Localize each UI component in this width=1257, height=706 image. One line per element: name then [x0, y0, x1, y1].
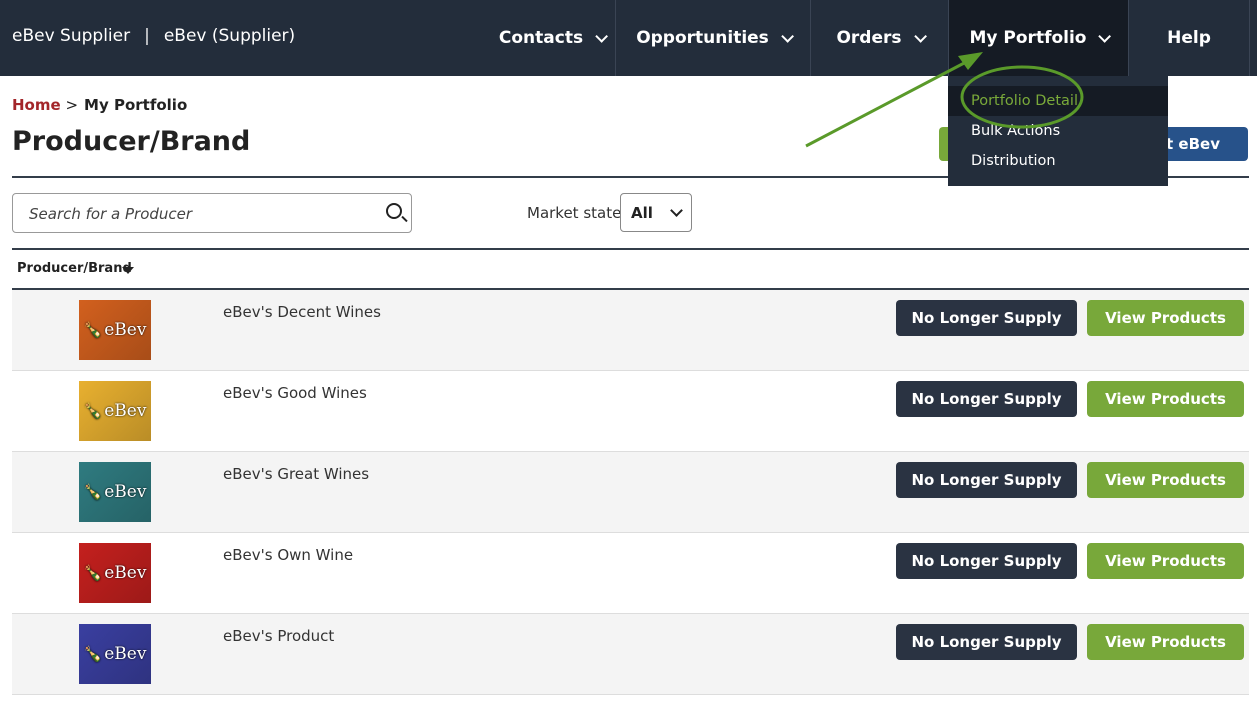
nav-my-portfolio[interactable]: My Portfolio	[948, 0, 1128, 76]
nav-help[interactable]: Help	[1128, 0, 1250, 76]
no-longer-supply-button[interactable]: No Longer Supply	[896, 543, 1077, 579]
breadcrumb-separator: >	[65, 96, 79, 114]
view-products-button[interactable]: View Products	[1087, 381, 1244, 417]
nav-opportunities[interactable]: Opportunities	[615, 0, 810, 76]
nav-orders[interactable]: Orders	[810, 0, 948, 76]
view-products-button[interactable]: View Products	[1087, 624, 1244, 660]
view-products-button[interactable]: View Products	[1087, 543, 1244, 579]
logo-text: eBev	[104, 482, 147, 502]
nav-label: Help	[1167, 28, 1211, 48]
select-value: All	[631, 204, 653, 222]
menu-item-bulk-actions[interactable]: Bulk Actions	[971, 123, 1061, 139]
brand-name: eBev's Own Wine	[223, 546, 354, 564]
brand-logo: 🍾 eBev	[79, 381, 151, 441]
brand-name: eBev's Great Wines	[223, 465, 370, 483]
chevron-down-icon	[1098, 29, 1112, 43]
chevron-down-icon	[670, 204, 683, 217]
table-row: 🍾 eBev eBev's Own Wine No Longer Supply V…	[12, 533, 1249, 614]
logo-text: eBev	[104, 644, 147, 664]
nav-contacts[interactable]: Contacts	[488, 0, 615, 76]
divider	[12, 288, 1249, 290]
no-longer-supply-button[interactable]: No Longer Supply	[896, 624, 1077, 660]
brand-logo: 🍾 eBev	[79, 300, 151, 360]
nav-label: My Portfolio	[969, 28, 1087, 48]
bottles-icon: 🍾	[83, 321, 103, 339]
brand-logo: 🍾 eBev	[79, 462, 151, 522]
divider	[12, 176, 1249, 178]
nav-label: Opportunities	[636, 28, 769, 48]
nav-label: Orders	[836, 28, 902, 48]
account-name: eBev (Supplier)	[163, 26, 296, 46]
page-title: Producer/Brand	[12, 126, 251, 157]
market-state-label: Market state	[527, 204, 622, 222]
bottles-icon: 🍾	[83, 402, 103, 420]
menu-item-portfolio-detail[interactable]: Portfolio Detail	[948, 86, 1168, 116]
view-products-button[interactable]: View Products	[1087, 462, 1244, 498]
bottles-icon: 🍾	[83, 645, 103, 663]
brand-logo: 🍾 eBev	[79, 624, 151, 684]
table-row: 🍾 eBev eBev's Great Wines No Longer Suppl…	[12, 452, 1249, 533]
bottles-icon: 🍾	[83, 564, 103, 582]
nav-label: Contacts	[498, 28, 584, 48]
column-header-producer-brand[interactable]: Producer/Brand	[17, 261, 132, 276]
brand[interactable]: eBev Supplier | eBev (Supplier)	[12, 26, 296, 46]
search-input[interactable]: Search for a Producer	[12, 193, 412, 233]
portfolio-dropdown-menu: Portfolio Detail Bulk Actions Distributi…	[948, 76, 1168, 186]
table-row: 🍾 eBev eBev's Product No Longer Supply Vi…	[12, 614, 1249, 695]
chevron-down-icon	[913, 29, 927, 43]
table-row: 🍾 eBev eBev's Decent Wines No Longer Supp…	[12, 290, 1249, 371]
bottles-icon: 🍾	[83, 483, 103, 501]
no-longer-supply-button[interactable]: No Longer Supply	[896, 300, 1077, 336]
sort-down-icon[interactable]	[122, 267, 134, 274]
logo-text: eBev	[104, 563, 147, 583]
breadcrumb-current: My Portfolio	[84, 96, 188, 114]
search-icon[interactable]	[386, 203, 402, 219]
chevron-down-icon	[595, 29, 609, 43]
brand-name: eBev's Product	[223, 627, 335, 645]
brand-logo: 🍾 eBev	[79, 543, 151, 603]
chevron-down-icon	[781, 29, 794, 43]
logo-text: eBev	[104, 320, 147, 340]
breadcrumb-home[interactable]: Home	[12, 96, 61, 114]
table-row: 🍾 eBev eBev's Good Wines No Longer Supply…	[12, 371, 1249, 452]
divider	[12, 248, 1249, 250]
brand-name: eBev's Good Wines	[223, 384, 367, 402]
logo-text: eBev	[104, 401, 147, 421]
view-products-button[interactable]: View Products	[1087, 300, 1244, 336]
no-longer-supply-button[interactable]: No Longer Supply	[896, 462, 1077, 498]
top-nav: eBev Supplier | eBev (Supplier) Contacts O…	[0, 0, 1257, 76]
market-state-select[interactable]: All	[620, 193, 692, 232]
menu-item-distribution[interactable]: Distribution	[971, 153, 1056, 169]
no-longer-supply-button[interactable]: No Longer Supply	[896, 381, 1077, 417]
brand-name: eBev's Decent Wines	[223, 303, 381, 321]
breadcrumb: Home > My Portfolio	[12, 96, 187, 114]
brand-name: eBev Supplier	[12, 26, 131, 46]
